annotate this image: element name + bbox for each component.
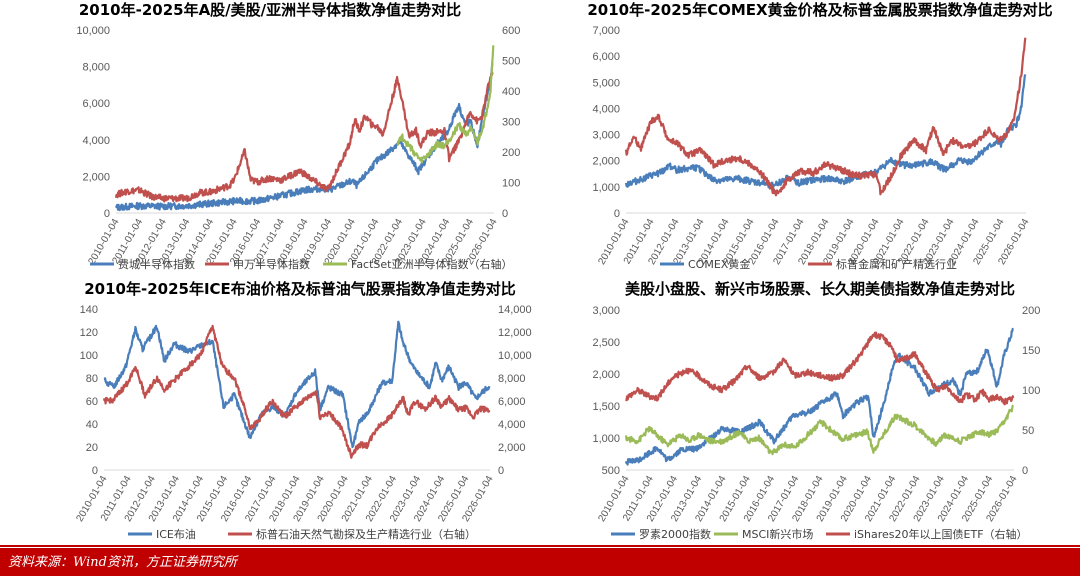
y-right-tick-label: 100	[502, 178, 520, 190]
legend-label: FactSet亚洲半导体指数（右轴）	[351, 257, 512, 271]
y-right-tick-label: 200	[502, 147, 520, 159]
y-left-tick-label: 6,000	[592, 51, 620, 63]
source-note: 资料来源：Wind资讯，方正证券研究所	[8, 555, 237, 570]
y-left-tick-label: 5,000	[592, 77, 620, 89]
legend-label: MSCI新兴市场	[742, 527, 813, 541]
y-right-tick-label: 400	[502, 86, 520, 98]
chart-gold: 2010年-2025年COMEX黄金价格及标普金属股票指数净值走势对比 0 1,00…	[587, 1, 1052, 271]
y-right-tick-label: 0	[1022, 465, 1028, 477]
y-left-tick-label: 0	[104, 208, 110, 220]
y-left-tick-label: 140	[80, 304, 98, 316]
y-left-tick-label: 20	[86, 442, 98, 454]
y-left-tick-label: 120	[80, 327, 98, 339]
y-right-tick-label: 50	[1022, 425, 1034, 437]
series-line	[625, 331, 1015, 406]
y-left-tick-label: 60	[86, 396, 98, 408]
y-right-tick-label: 2,000	[498, 442, 526, 454]
legend-label: 费城半导体指数	[118, 257, 195, 271]
series-line	[624, 404, 1014, 456]
y-left-tick-label: 80	[86, 373, 98, 385]
chart-title: 2010年-2025年ICE布油价格及标普油气股票指数净值走势对比	[84, 280, 516, 298]
legend-label: 罗素2000指数	[639, 527, 711, 541]
series-line	[103, 320, 491, 449]
y-left-tick-label: 0	[614, 208, 620, 220]
series-line	[114, 71, 494, 203]
y-left-tick-label: 10,000	[76, 25, 110, 37]
legend-label: ICE布油	[156, 527, 196, 541]
series-line	[102, 324, 491, 459]
y-right-tick-label: 6,000	[498, 396, 526, 408]
y-right-tick-label: 150	[1022, 345, 1040, 357]
y-right-tick-label: 0	[502, 208, 508, 220]
y-left-tick-label: 2,000	[592, 369, 620, 381]
y-left-tick-label: 2,500	[592, 337, 620, 349]
series-line	[624, 37, 1027, 197]
y-left-tick-label: 7,000	[592, 25, 620, 37]
y-left-tick-label: 1,500	[592, 401, 620, 413]
chart-semis: 2010年-2025年A股/美股/亚洲半导体指数净值走势对比 0 2,000 4,00…	[76, 1, 520, 271]
y-left-tick-label: 40	[86, 419, 98, 431]
chart-smallcap: 美股小盘股、新兴市场股票、长久期美债指数净值走势对比5001,0001,5002…	[592, 280, 1040, 541]
footer-divider	[0, 545, 1080, 547]
y-left-tick-label: 1,000	[592, 433, 620, 445]
y-left-tick-label: 100	[80, 350, 98, 362]
y-left-tick-label: 6,000	[82, 98, 110, 110]
series-line	[115, 61, 494, 212]
chart-title: 美股小盘股、新兴市场股票、长久期美债指数净值走势对比	[625, 280, 1015, 298]
y-left-tick-label: 8,000	[82, 62, 110, 74]
y-right-tick-label: 4,000	[498, 419, 526, 431]
footer-bar: 资料来源：Wind资讯，方正证券研究所	[0, 548, 1080, 576]
y-left-tick-label: 500	[602, 465, 620, 477]
y-right-tick-label: 12,000	[498, 327, 532, 339]
y-right-tick-label: 100	[1022, 385, 1040, 397]
y-left-tick-label: 1,000	[592, 182, 620, 194]
legend-label: 申万半导体指数	[233, 257, 310, 271]
y-left-tick-label: 4,000	[592, 103, 620, 115]
y-right-tick-label: 500	[502, 56, 520, 68]
series-line	[624, 74, 1027, 190]
y-right-tick-label: 14,000	[498, 304, 532, 316]
y-left-tick-label: 3,000	[592, 130, 620, 142]
y-left-tick-label: 0	[92, 465, 98, 477]
legend-label: 标普石油天然气勘探及生产精选行业（右轴）	[256, 527, 476, 541]
legend-label: iShares20年以上国债ETF（右轴）	[854, 527, 1028, 541]
chart-oil: 2010年-2025年ICE布油价格及标普油气股票指数净值走势对比 0 20 40 60…	[74, 280, 531, 541]
y-left-tick-label: 2,000	[592, 156, 620, 168]
y-right-tick-label: 0	[498, 465, 504, 477]
chart-title: 2010年-2025年COMEX黄金价格及标普金属股票指数净值走势对比	[587, 1, 1052, 19]
y-right-tick-label: 600	[502, 25, 520, 37]
series-line	[624, 327, 1014, 466]
y-left-tick-label: 3,000	[592, 305, 620, 317]
y-right-tick-label: 8,000	[498, 373, 526, 385]
y-right-tick-label: 200	[1022, 305, 1040, 317]
y-right-tick-label: 300	[502, 117, 520, 129]
series-line	[396, 45, 495, 164]
legend-label: 标普金属和矿产精选行业	[836, 257, 957, 271]
charts-canvas: 2010年-2025年A股/美股/亚洲半导体指数净值走势对比 0 2,000 4,00…	[74, 1, 1052, 541]
y-left-tick-label: 4,000	[82, 135, 110, 147]
legend-label: COMEX黄金	[688, 257, 750, 271]
chart-title: 2010年-2025年A股/美股/亚洲半导体指数净值走势对比	[79, 1, 461, 19]
y-left-tick-label: 2,000	[82, 171, 110, 183]
y-right-tick-label: 10,000	[498, 350, 532, 362]
